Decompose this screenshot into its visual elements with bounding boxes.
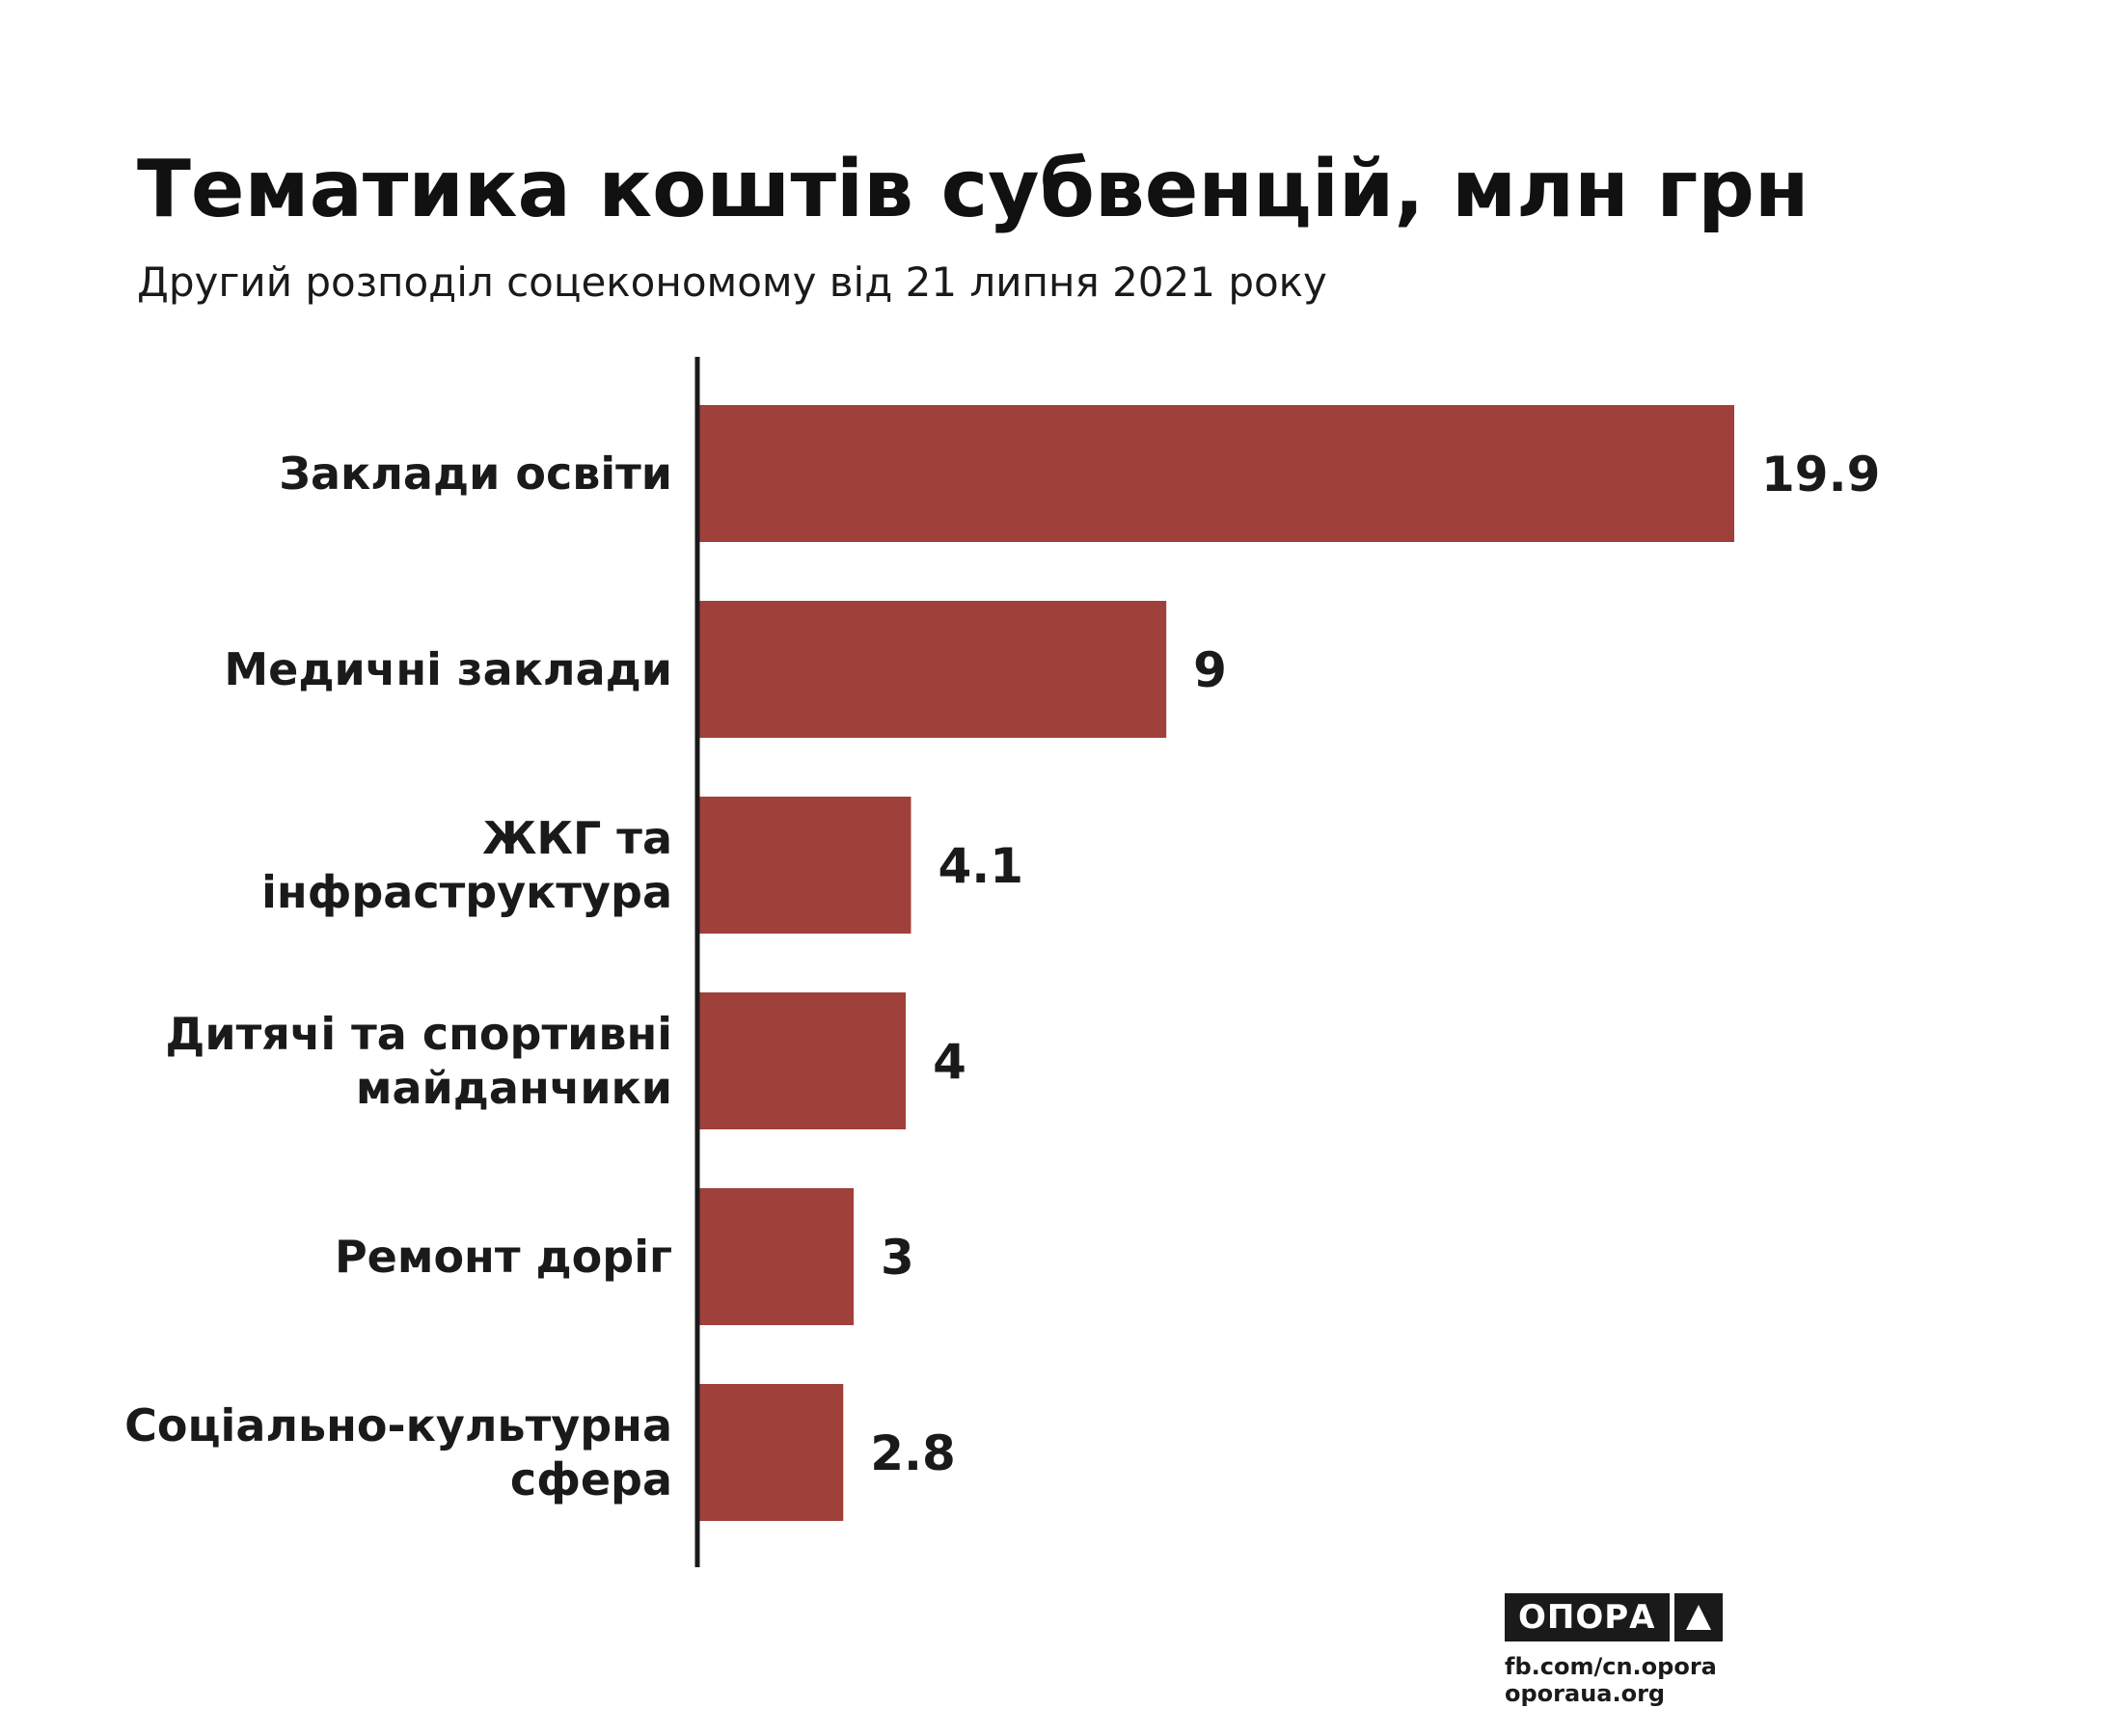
source-website: oporaua.org (1505, 1680, 1666, 1707)
triangle-up-icon (1673, 1593, 1723, 1641)
bar-3 (697, 992, 907, 1129)
value-label-0: 19.9 (1761, 447, 1880, 502)
source-facebook: fb.com/cn.opora (1505, 1653, 1717, 1680)
category-label-5: Соціально-культурна сфера (124, 1399, 672, 1505)
value-label-2: 4.1 (938, 838, 1023, 894)
opora-logo: ОПОРА (1505, 1593, 1723, 1641)
category-label-0: Заклади освіти (279, 448, 672, 500)
category-label-3: Дитячі та спортивні майданчики (165, 1008, 672, 1114)
chart-subtitle: Другий розподіл соцекономому від 21 липн… (137, 258, 1327, 306)
bar-2 (697, 797, 911, 934)
category-label-4: Ремонт доріг (335, 1231, 672, 1283)
value-labels: 19.9 9 4.1 4 3 2.8 (870, 447, 1880, 1481)
value-label-4: 3 (881, 1230, 914, 1286)
value-label-5: 2.8 (870, 1425, 956, 1481)
bar-5 (697, 1384, 844, 1521)
value-label-3: 4 (933, 1034, 966, 1090)
bar-1 (697, 601, 1167, 738)
chart-title: Тематика коштів субвенцій, млн грн (137, 144, 1809, 235)
bars-group (697, 405, 1734, 1521)
category-label-1: Медичні заклади (224, 643, 672, 695)
category-labels: Заклади освіти Медичні заклади ЖКГ та інфра… (124, 448, 672, 1505)
category-label-2: ЖКГ та інфраструктура (261, 812, 672, 918)
bar-4 (697, 1188, 855, 1325)
value-label-1: 9 (1193, 642, 1227, 698)
bar-0 (697, 405, 1734, 542)
logo-text: ОПОРА (1505, 1593, 1670, 1641)
